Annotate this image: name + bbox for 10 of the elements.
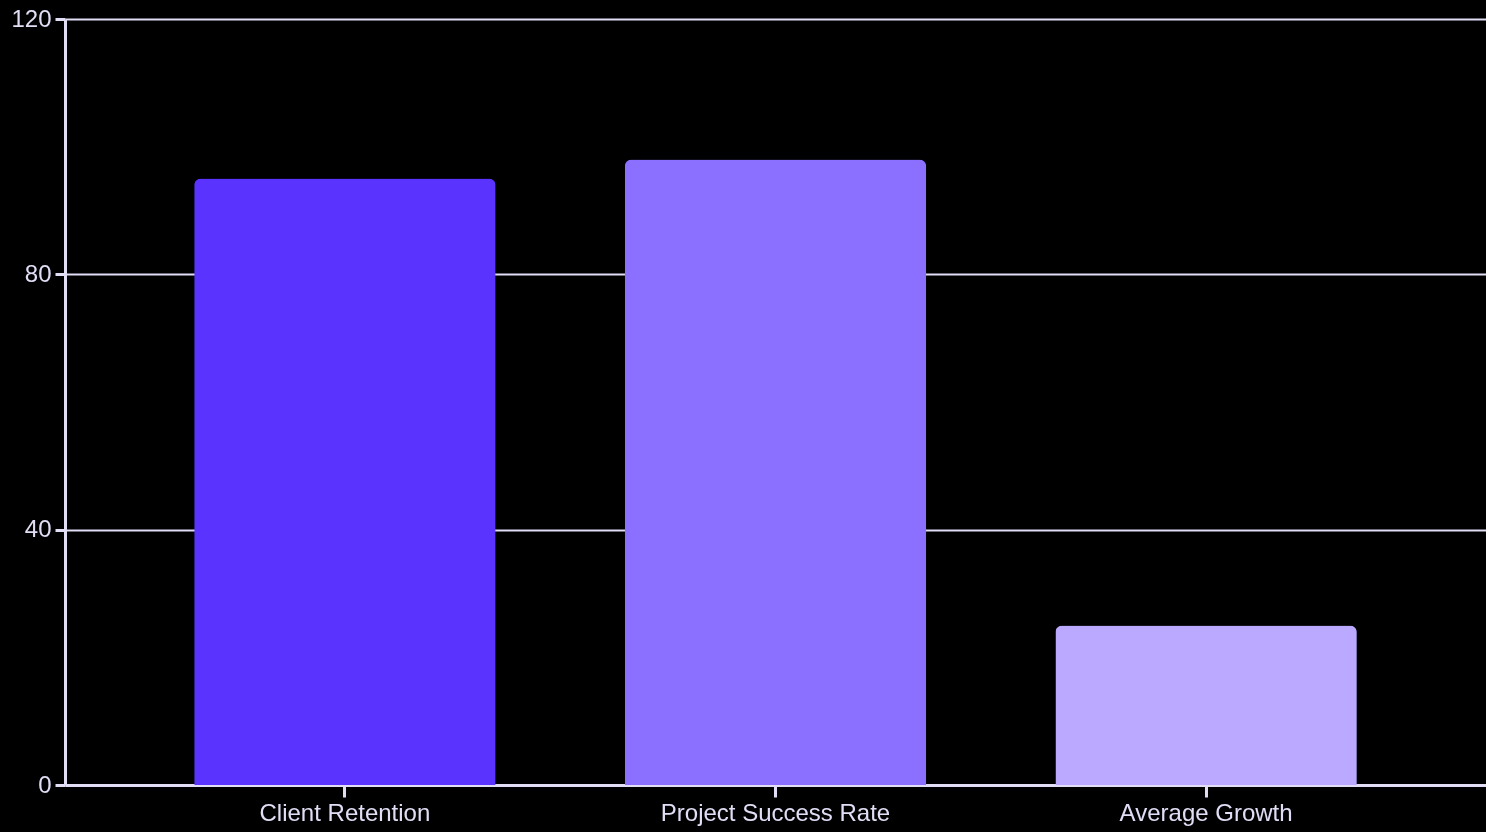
x-tick-label: Average Growth [1119,798,1293,826]
x-tick-label: Client Retention [259,798,431,826]
y-tick-label: 120 [11,4,52,32]
bar [194,178,496,785]
y-tick-label: 0 [38,770,52,798]
bar [624,159,927,785]
y-tick-label: 40 [24,515,52,543]
bar [1055,625,1357,785]
y-tick-label: 80 [24,259,52,287]
x-tick-label: Project Success Rate [660,798,891,826]
